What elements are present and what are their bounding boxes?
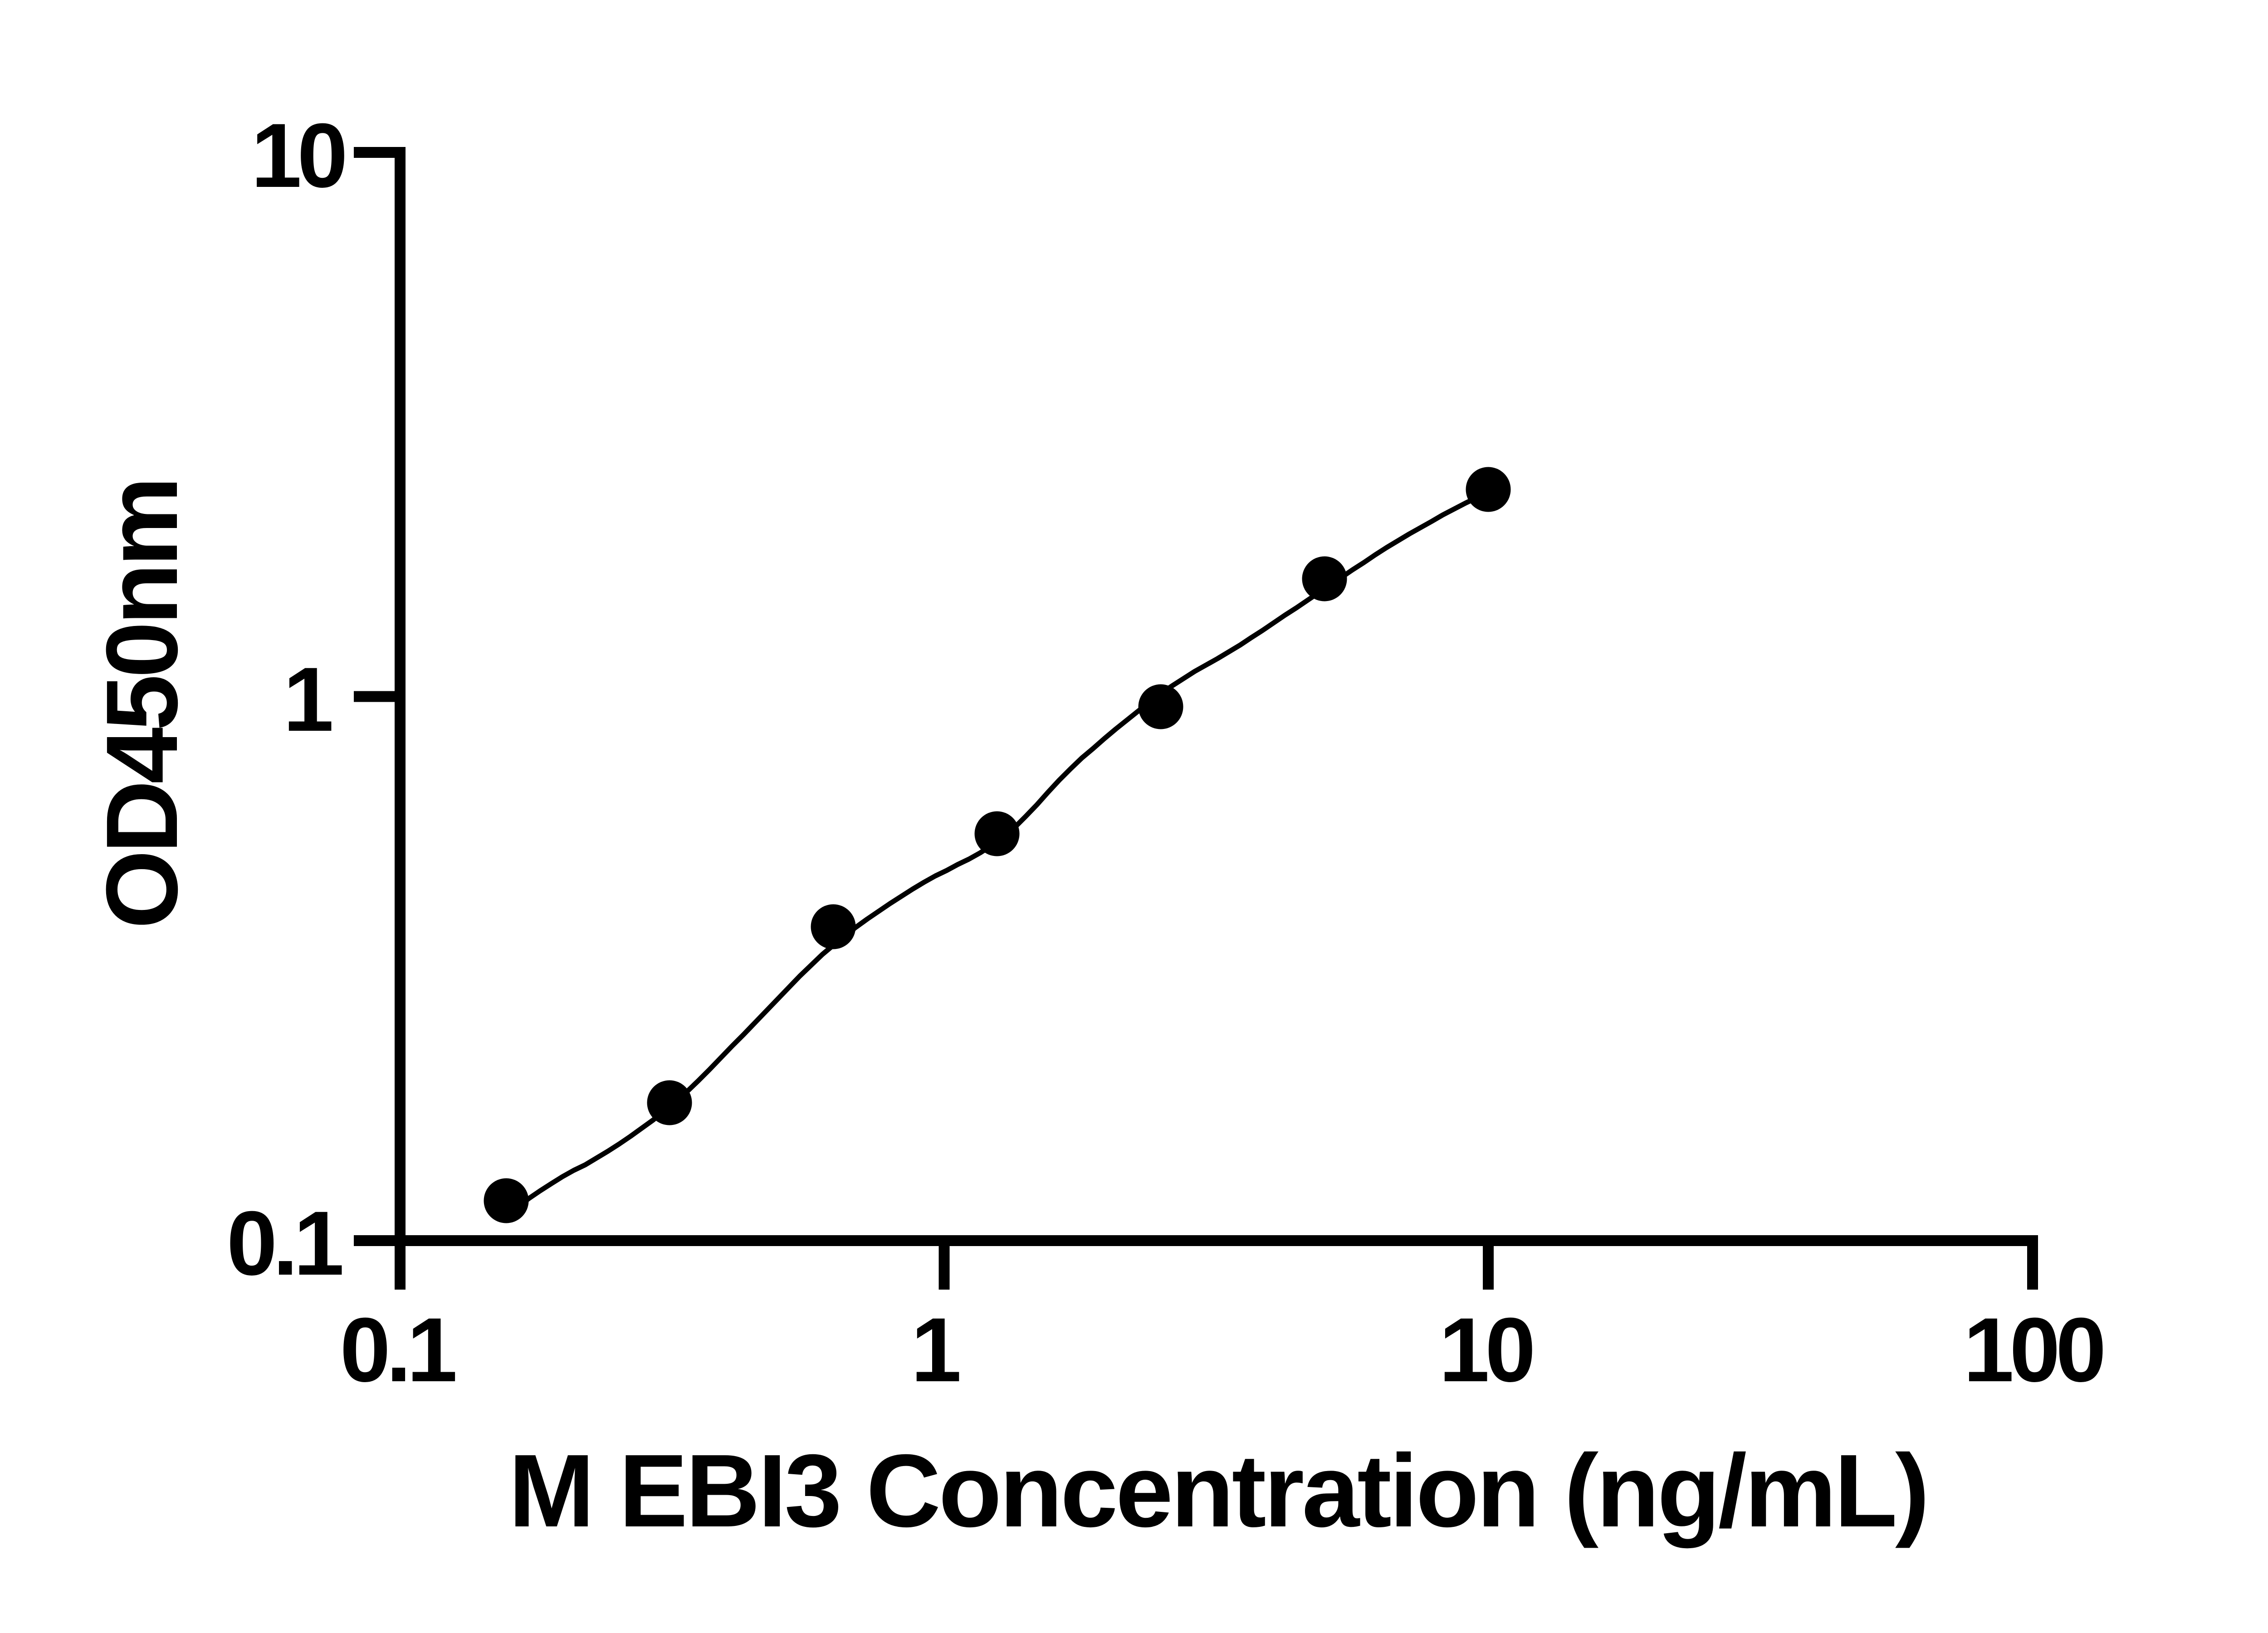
svg-text:100: 100 bbox=[1963, 1299, 2103, 1401]
svg-text:0.1: 0.1 bbox=[340, 1299, 455, 1401]
svg-text:OD450nm: OD450nm bbox=[85, 480, 199, 929]
svg-text:1: 1 bbox=[911, 1299, 962, 1401]
svg-text:10: 10 bbox=[251, 104, 344, 206]
svg-text:0.1: 0.1 bbox=[227, 1192, 342, 1294]
svg-text:M EBI3 Concentration (ng/mL): M EBI3 Concentration (ng/mL) bbox=[508, 1433, 1927, 1549]
svg-text:1: 1 bbox=[283, 648, 334, 750]
svg-text:10: 10 bbox=[1439, 1299, 1532, 1401]
